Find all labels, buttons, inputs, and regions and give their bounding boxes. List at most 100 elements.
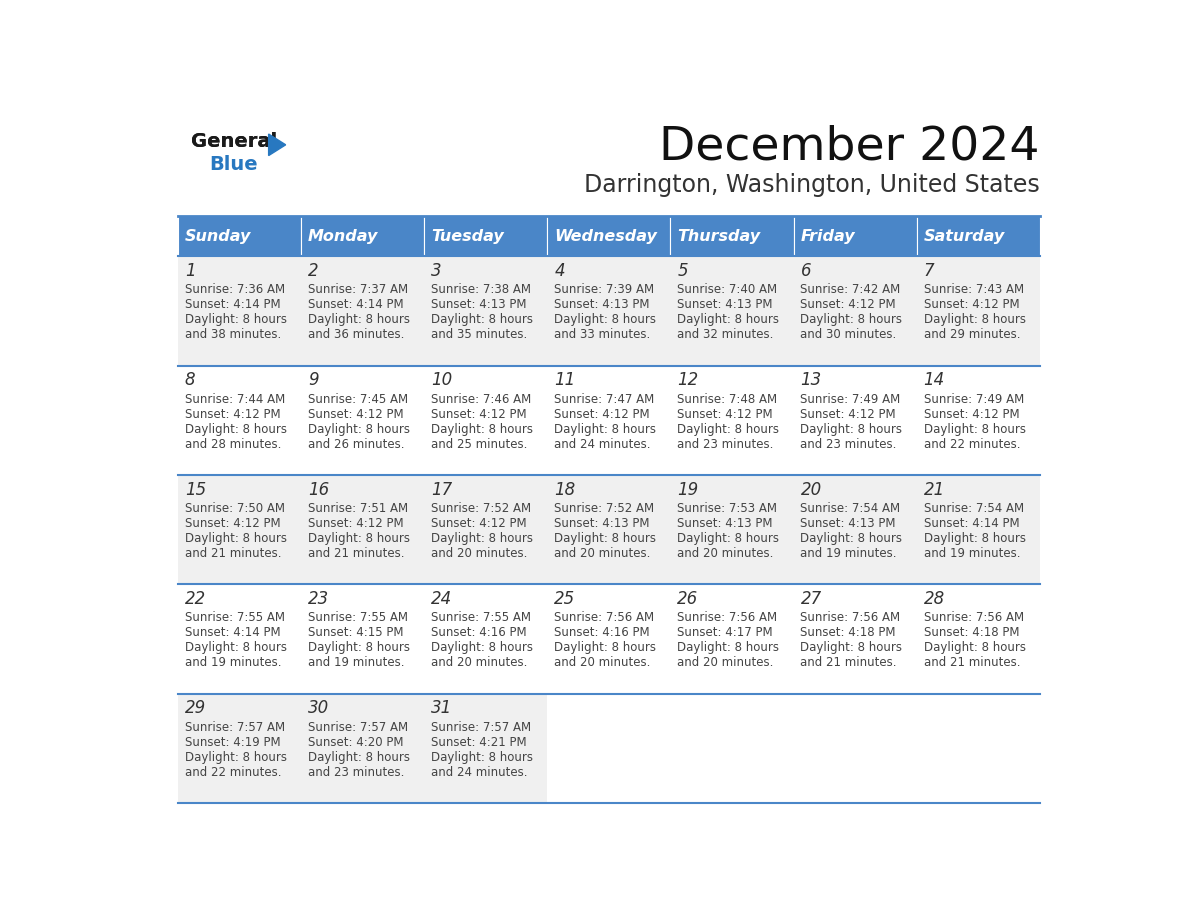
Text: and 21 minutes.: and 21 minutes. (308, 547, 405, 560)
Text: 19: 19 (677, 480, 699, 498)
Text: Sunrise: 7:56 AM: Sunrise: 7:56 AM (801, 611, 901, 624)
Text: and 26 minutes.: and 26 minutes. (308, 438, 405, 451)
Text: Daylight: 8 hours: Daylight: 8 hours (555, 423, 656, 436)
Bar (670, 256, 794, 365)
Text: 10: 10 (431, 371, 453, 389)
Text: Sunset: 4:17 PM: Sunset: 4:17 PM (677, 626, 773, 640)
Text: Sunrise: 7:46 AM: Sunrise: 7:46 AM (431, 393, 531, 406)
Text: Sunrise: 7:40 AM: Sunrise: 7:40 AM (677, 284, 777, 297)
Text: Daylight: 8 hours: Daylight: 8 hours (308, 313, 410, 327)
Bar (794, 476, 917, 585)
Text: Sunset: 4:12 PM: Sunset: 4:12 PM (923, 298, 1019, 311)
Text: and 35 minutes.: and 35 minutes. (431, 329, 527, 341)
Text: Sunrise: 7:43 AM: Sunrise: 7:43 AM (923, 284, 1024, 297)
Text: Sunset: 4:14 PM: Sunset: 4:14 PM (185, 298, 280, 311)
Text: Daylight: 8 hours: Daylight: 8 hours (185, 751, 287, 764)
Text: 23: 23 (308, 590, 329, 608)
Text: Sunset: 4:12 PM: Sunset: 4:12 PM (431, 517, 526, 530)
Text: and 24 minutes.: and 24 minutes. (431, 766, 527, 778)
Text: Sunset: 4:12 PM: Sunset: 4:12 PM (185, 408, 280, 420)
Text: Daylight: 8 hours: Daylight: 8 hours (185, 642, 287, 655)
Text: Monday: Monday (308, 229, 379, 244)
Text: Daylight: 8 hours: Daylight: 8 hours (185, 423, 287, 436)
Text: Sunrise: 7:42 AM: Sunrise: 7:42 AM (801, 284, 901, 297)
Bar (178, 694, 301, 803)
Bar (424, 217, 548, 256)
Text: Sunrise: 7:49 AM: Sunrise: 7:49 AM (801, 393, 901, 406)
Bar (670, 585, 794, 694)
Text: 15: 15 (185, 480, 207, 498)
Bar (301, 217, 424, 256)
Bar (670, 365, 794, 476)
Text: and 20 minutes.: and 20 minutes. (677, 547, 773, 560)
Text: Sunrise: 7:52 AM: Sunrise: 7:52 AM (431, 502, 531, 515)
Text: Sunset: 4:13 PM: Sunset: 4:13 PM (801, 517, 896, 530)
Bar (917, 256, 1040, 365)
Text: and 32 minutes.: and 32 minutes. (677, 329, 773, 341)
Text: and 28 minutes.: and 28 minutes. (185, 438, 282, 451)
Text: Daylight: 8 hours: Daylight: 8 hours (923, 532, 1025, 545)
Text: Sunrise: 7:48 AM: Sunrise: 7:48 AM (677, 393, 777, 406)
Bar (178, 365, 301, 476)
Text: Sunset: 4:12 PM: Sunset: 4:12 PM (308, 408, 404, 420)
Text: 26: 26 (677, 590, 699, 608)
Bar (794, 365, 917, 476)
Text: Sunset: 4:12 PM: Sunset: 4:12 PM (801, 298, 896, 311)
Text: 31: 31 (431, 700, 453, 717)
Bar (670, 217, 794, 256)
Bar (917, 365, 1040, 476)
Text: and 20 minutes.: and 20 minutes. (555, 656, 651, 669)
Text: Sunset: 4:18 PM: Sunset: 4:18 PM (801, 626, 896, 640)
Text: and 25 minutes.: and 25 minutes. (431, 438, 527, 451)
Text: and 19 minutes.: and 19 minutes. (185, 656, 282, 669)
Text: 25: 25 (555, 590, 575, 608)
Text: Sunrise: 7:56 AM: Sunrise: 7:56 AM (555, 611, 655, 624)
Text: Tuesday: Tuesday (431, 229, 504, 244)
Text: Sunset: 4:16 PM: Sunset: 4:16 PM (555, 626, 650, 640)
Text: Daylight: 8 hours: Daylight: 8 hours (677, 423, 779, 436)
Text: Sunrise: 7:47 AM: Sunrise: 7:47 AM (555, 393, 655, 406)
Text: Daylight: 8 hours: Daylight: 8 hours (555, 532, 656, 545)
Text: and 21 minutes.: and 21 minutes. (801, 656, 897, 669)
Bar (178, 256, 301, 365)
Text: and 22 minutes.: and 22 minutes. (923, 438, 1020, 451)
Text: Sunset: 4:12 PM: Sunset: 4:12 PM (801, 408, 896, 420)
Text: Sunrise: 7:50 AM: Sunrise: 7:50 AM (185, 502, 285, 515)
Text: Sunset: 4:13 PM: Sunset: 4:13 PM (555, 517, 650, 530)
Text: Daylight: 8 hours: Daylight: 8 hours (308, 642, 410, 655)
Text: Daylight: 8 hours: Daylight: 8 hours (923, 423, 1025, 436)
Text: Daylight: 8 hours: Daylight: 8 hours (431, 642, 533, 655)
Text: Sunset: 4:18 PM: Sunset: 4:18 PM (923, 626, 1019, 640)
Text: Daylight: 8 hours: Daylight: 8 hours (308, 532, 410, 545)
Text: Sunrise: 7:55 AM: Sunrise: 7:55 AM (308, 611, 407, 624)
Text: 5: 5 (677, 262, 688, 280)
Text: Sunset: 4:12 PM: Sunset: 4:12 PM (431, 408, 526, 420)
Text: December 2024: December 2024 (659, 124, 1040, 169)
Text: 20: 20 (801, 480, 822, 498)
Text: Sunset: 4:12 PM: Sunset: 4:12 PM (185, 517, 280, 530)
Text: and 38 minutes.: and 38 minutes. (185, 329, 282, 341)
Text: Daylight: 8 hours: Daylight: 8 hours (431, 313, 533, 327)
Text: and 23 minutes.: and 23 minutes. (677, 438, 773, 451)
Text: and 20 minutes.: and 20 minutes. (677, 656, 773, 669)
Text: 17: 17 (431, 480, 453, 498)
Text: Daylight: 8 hours: Daylight: 8 hours (801, 532, 903, 545)
Text: Sunset: 4:12 PM: Sunset: 4:12 PM (677, 408, 773, 420)
Text: 8: 8 (185, 371, 196, 389)
Text: Sunrise: 7:55 AM: Sunrise: 7:55 AM (185, 611, 285, 624)
Text: and 19 minutes.: and 19 minutes. (801, 547, 897, 560)
Bar (917, 694, 1040, 803)
Text: Daylight: 8 hours: Daylight: 8 hours (801, 423, 903, 436)
Bar (178, 585, 301, 694)
Text: 1: 1 (185, 262, 196, 280)
Text: Daylight: 8 hours: Daylight: 8 hours (431, 751, 533, 764)
Text: 13: 13 (801, 371, 822, 389)
Text: 3: 3 (431, 262, 442, 280)
Text: Daylight: 8 hours: Daylight: 8 hours (923, 642, 1025, 655)
Text: Sunset: 4:12 PM: Sunset: 4:12 PM (923, 408, 1019, 420)
Text: 7: 7 (923, 262, 934, 280)
Text: Sunrise: 7:36 AM: Sunrise: 7:36 AM (185, 284, 285, 297)
Text: and 24 minutes.: and 24 minutes. (555, 438, 651, 451)
Text: Sunset: 4:12 PM: Sunset: 4:12 PM (555, 408, 650, 420)
Bar (301, 694, 424, 803)
